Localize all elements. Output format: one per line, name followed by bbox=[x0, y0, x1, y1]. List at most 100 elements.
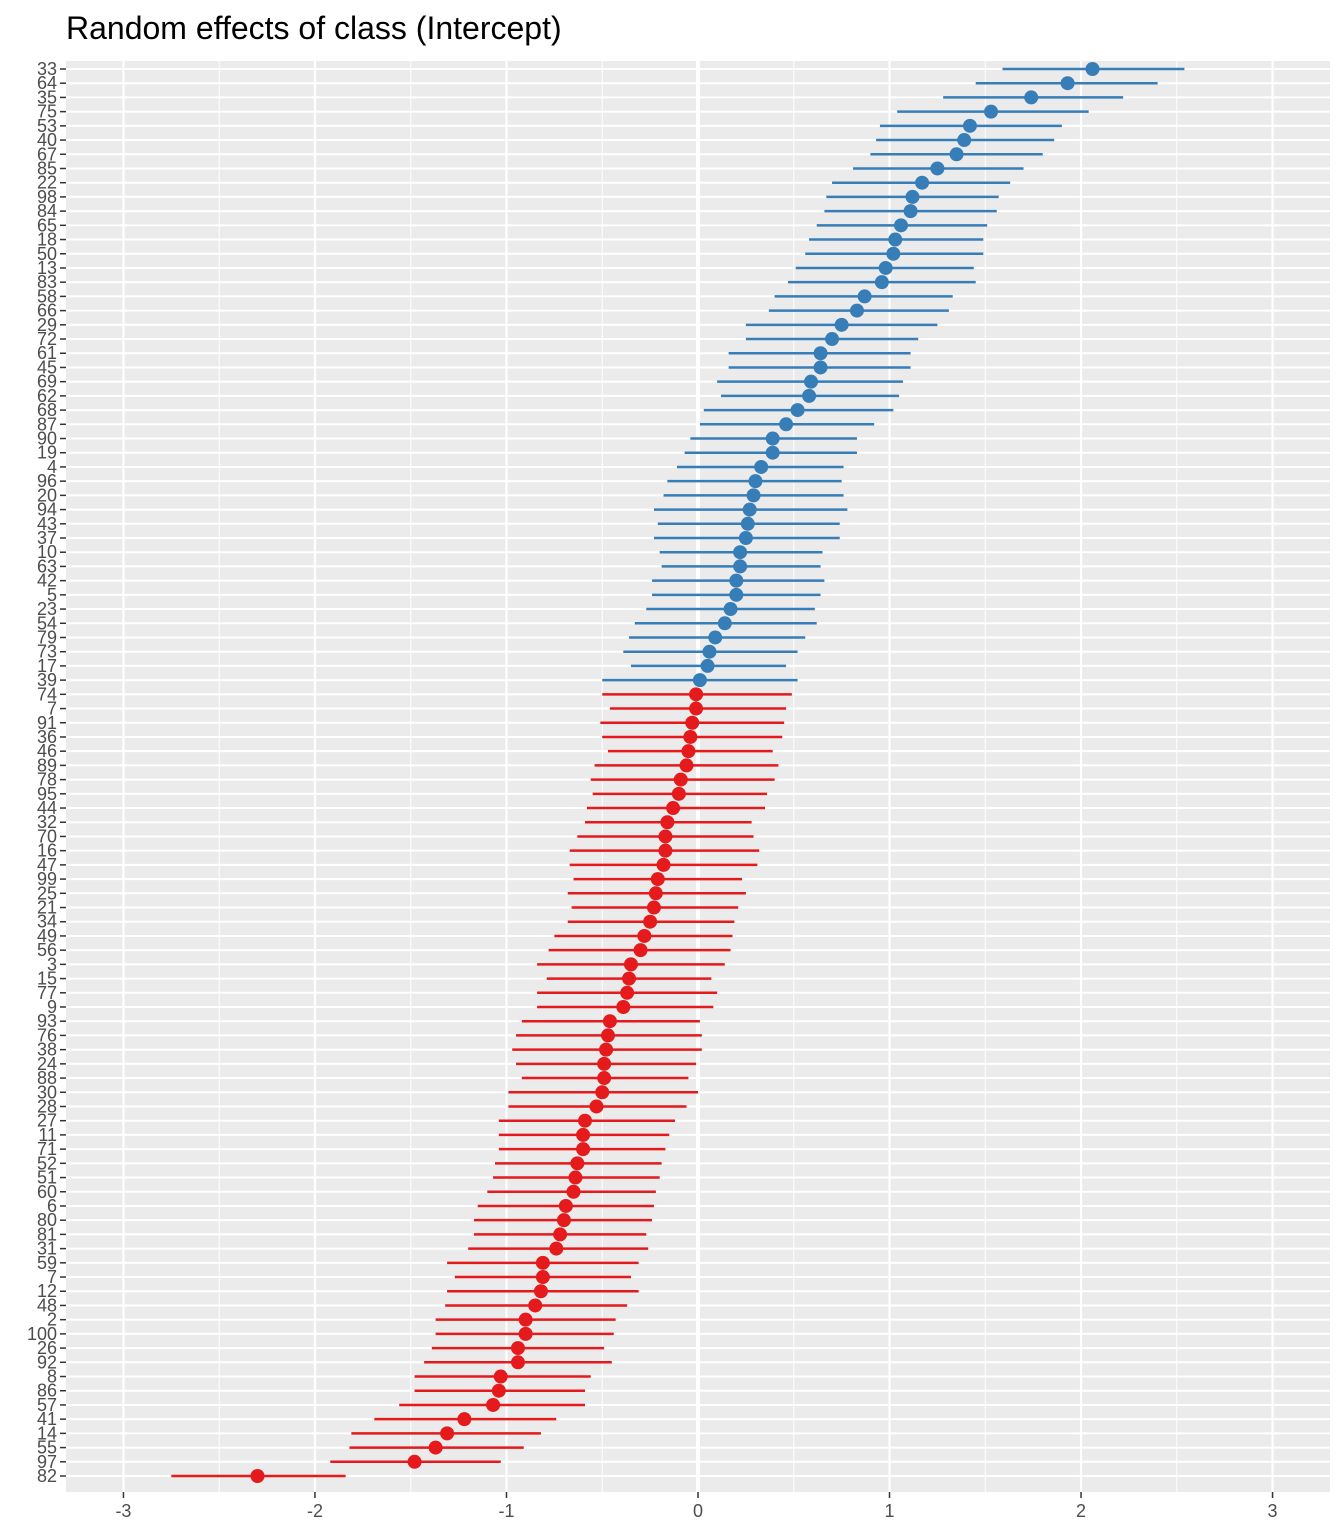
y-tick-label: 42 bbox=[37, 571, 57, 591]
y-tick-label: 96 bbox=[37, 471, 57, 491]
y-tick-label: 31 bbox=[37, 1239, 57, 1259]
estimate-point bbox=[570, 1156, 585, 1171]
x-tick-label: -3 bbox=[115, 1501, 131, 1521]
y-tick-label: 71 bbox=[37, 1139, 57, 1159]
y-tick-label: 62 bbox=[37, 386, 57, 406]
y-tick-label: 57 bbox=[37, 1395, 57, 1415]
y-tick-label: 98 bbox=[37, 187, 57, 207]
estimate-point bbox=[825, 332, 840, 347]
y-tick-label: 54 bbox=[37, 613, 57, 633]
estimate-point bbox=[813, 346, 828, 361]
estimate-point bbox=[894, 218, 909, 233]
y-tick-label: 48 bbox=[37, 1295, 57, 1315]
estimate-point bbox=[493, 1369, 508, 1384]
chart-title: Random effects of class (Intercept) bbox=[66, 10, 562, 46]
estimate-point bbox=[949, 147, 964, 162]
y-axis: 3364357553406785229884651850138358662972… bbox=[27, 59, 66, 1486]
y-tick-label: 15 bbox=[37, 969, 57, 989]
y-tick-label: 32 bbox=[37, 812, 57, 832]
estimate-point bbox=[643, 914, 658, 929]
y-tick-label: 91 bbox=[37, 713, 57, 733]
estimate-point bbox=[679, 758, 694, 773]
estimate-point bbox=[700, 658, 715, 673]
y-tick-label: 72 bbox=[37, 329, 57, 349]
estimate-point bbox=[646, 900, 661, 915]
estimate-point bbox=[915, 175, 930, 190]
y-tick-label: 28 bbox=[37, 1096, 57, 1116]
estimate-point bbox=[746, 488, 761, 503]
estimate-point bbox=[886, 246, 901, 261]
estimate-point bbox=[250, 1469, 265, 1483]
estimate-point bbox=[518, 1326, 533, 1341]
estimate-point bbox=[984, 104, 999, 119]
y-tick-label: 76 bbox=[37, 1025, 57, 1045]
estimate-point bbox=[729, 573, 744, 588]
y-tick-label: 74 bbox=[37, 684, 57, 704]
y-tick-label: 93 bbox=[37, 1011, 57, 1031]
y-tick-label: 16 bbox=[37, 841, 57, 861]
y-tick-label: 21 bbox=[37, 898, 57, 918]
y-tick-label: 9 bbox=[47, 997, 57, 1017]
x-axis: -3 -2 -1 0 1 2 3 bbox=[115, 1492, 1278, 1521]
y-tick-label: 35 bbox=[37, 87, 57, 107]
estimate-point bbox=[658, 829, 673, 844]
estimate-point bbox=[622, 971, 637, 986]
y-tick-label: 82 bbox=[37, 1466, 57, 1486]
estimate-point bbox=[535, 1255, 550, 1270]
y-tick-label: 68 bbox=[37, 400, 57, 420]
x-tick-label: 2 bbox=[1076, 1501, 1086, 1521]
estimate-point bbox=[576, 1127, 591, 1142]
estimate-point bbox=[673, 772, 688, 787]
estimate-point bbox=[637, 928, 652, 943]
estimate-point bbox=[738, 531, 753, 545]
y-tick-label: 23 bbox=[37, 599, 57, 619]
y-tick-label: 65 bbox=[37, 215, 57, 235]
point-ranges bbox=[171, 62, 1185, 1483]
y-tick-label: 86 bbox=[37, 1381, 57, 1401]
estimate-point bbox=[748, 474, 763, 489]
y-tick-label: 89 bbox=[37, 755, 57, 775]
y-tick-label: 5 bbox=[47, 585, 57, 605]
y-tick-label: 34 bbox=[37, 912, 57, 932]
y-tick-label: 8 bbox=[47, 1367, 57, 1387]
estimate-point bbox=[597, 1056, 612, 1071]
y-tick-label: 80 bbox=[37, 1210, 57, 1230]
y-tick-label: 56 bbox=[37, 940, 57, 960]
y-tick-label: 47 bbox=[37, 855, 57, 875]
y-tick-label: 50 bbox=[37, 244, 57, 264]
estimate-point bbox=[685, 715, 700, 730]
y-tick-label: 19 bbox=[37, 443, 57, 463]
estimate-point bbox=[905, 189, 920, 204]
y-tick-label: 59 bbox=[37, 1253, 57, 1273]
y-tick-label: 20 bbox=[37, 485, 57, 505]
y-tick-label: 26 bbox=[37, 1338, 57, 1358]
estimate-point bbox=[1060, 76, 1075, 91]
x-tick-label: 3 bbox=[1268, 1501, 1278, 1521]
x-tick-label: -2 bbox=[307, 1501, 323, 1521]
y-tick-label: 95 bbox=[37, 784, 57, 804]
y-tick-label: 97 bbox=[37, 1452, 57, 1472]
y-tick-label: 53 bbox=[37, 116, 57, 136]
y-tick-label: 6 bbox=[47, 1196, 57, 1216]
y-tick-label: 85 bbox=[37, 158, 57, 178]
y-tick-label: 13 bbox=[37, 258, 57, 278]
estimate-point bbox=[874, 275, 889, 290]
y-tick-label: 24 bbox=[37, 1054, 57, 1074]
estimate-point bbox=[556, 1213, 571, 1228]
estimate-point bbox=[765, 431, 780, 446]
x-tick-label: 0 bbox=[693, 1501, 703, 1521]
estimate-point bbox=[633, 943, 648, 958]
y-tick-label: 37 bbox=[37, 528, 57, 548]
estimate-point bbox=[962, 118, 977, 133]
y-tick-label: 7 bbox=[47, 699, 57, 719]
y-tick-label: 11 bbox=[38, 1125, 57, 1145]
estimate-point bbox=[733, 559, 748, 574]
y-tick-label: 51 bbox=[37, 1168, 57, 1188]
estimate-point bbox=[407, 1454, 422, 1469]
estimate-point bbox=[549, 1241, 564, 1256]
y-tick-label: 88 bbox=[37, 1068, 57, 1088]
estimate-point bbox=[440, 1426, 455, 1441]
y-tick-label: 43 bbox=[37, 514, 57, 534]
y-tick-label: 94 bbox=[37, 500, 57, 520]
